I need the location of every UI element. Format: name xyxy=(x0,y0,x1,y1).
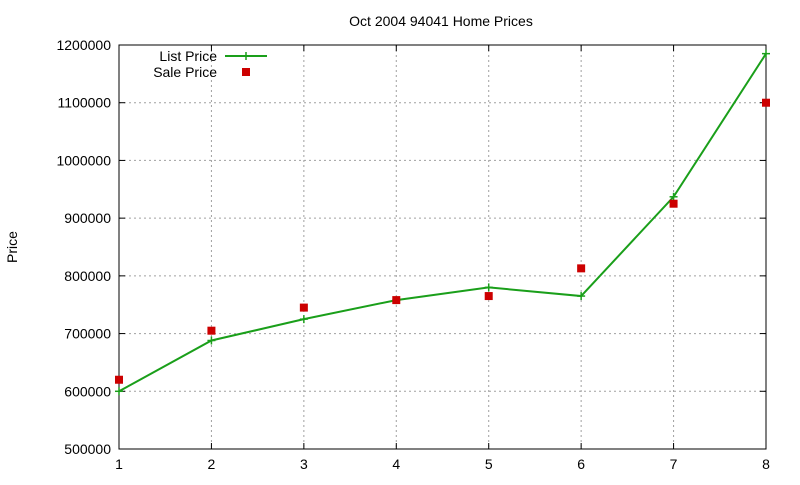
y-tick-label: 1100000 xyxy=(58,95,112,111)
x-tick-label: 6 xyxy=(577,456,585,472)
data-point xyxy=(115,387,123,396)
plot-frame xyxy=(118,44,767,450)
data-point xyxy=(207,326,216,335)
data-point xyxy=(207,336,216,345)
data-point xyxy=(299,315,308,324)
x-tick-label: 1 xyxy=(115,456,123,472)
chart-title: Oct 2004 94041 Home Prices xyxy=(349,13,533,29)
y-tick-label: 800000 xyxy=(64,268,111,284)
legend-marker xyxy=(242,68,250,76)
x-tick-label: 5 xyxy=(485,456,493,472)
x-tick-label: 7 xyxy=(670,456,678,472)
y-tick-label: 900000 xyxy=(64,210,111,226)
data-point xyxy=(762,98,770,107)
axes: 1 2 3 4 5 6 7 8 500000 600000 700000 800000 900000 10… xyxy=(56,37,770,472)
data-point xyxy=(392,296,401,305)
data-point xyxy=(669,199,678,208)
series-sale-price xyxy=(115,98,770,384)
data-point xyxy=(299,303,308,312)
data-point xyxy=(484,283,493,292)
y-tick-label: 500000 xyxy=(64,441,111,457)
grid xyxy=(119,45,766,449)
y-tick-label: 600000 xyxy=(64,383,111,399)
data-point xyxy=(577,264,586,273)
legend-marker xyxy=(242,52,250,60)
x-tick-label: 4 xyxy=(392,456,400,472)
data-point xyxy=(484,292,493,301)
series-line xyxy=(118,53,767,393)
x-tick-label: 8 xyxy=(762,456,770,472)
y-tick-label: 1200000 xyxy=(56,37,111,53)
data-point xyxy=(115,375,123,384)
y-tick-label: 700000 xyxy=(64,326,111,342)
x-tick-label: 3 xyxy=(300,456,308,472)
legend-label: List Price xyxy=(159,48,217,64)
series xyxy=(115,49,770,396)
series-list-price xyxy=(115,49,770,396)
data-point xyxy=(577,292,586,301)
data-point xyxy=(762,49,770,58)
x-tick-label: 2 xyxy=(208,456,216,472)
legend-label: Sale Price xyxy=(153,64,217,80)
y-axis-label: Price xyxy=(4,231,20,263)
y-tick-label: 1000000 xyxy=(56,152,111,168)
data-point xyxy=(669,192,678,201)
